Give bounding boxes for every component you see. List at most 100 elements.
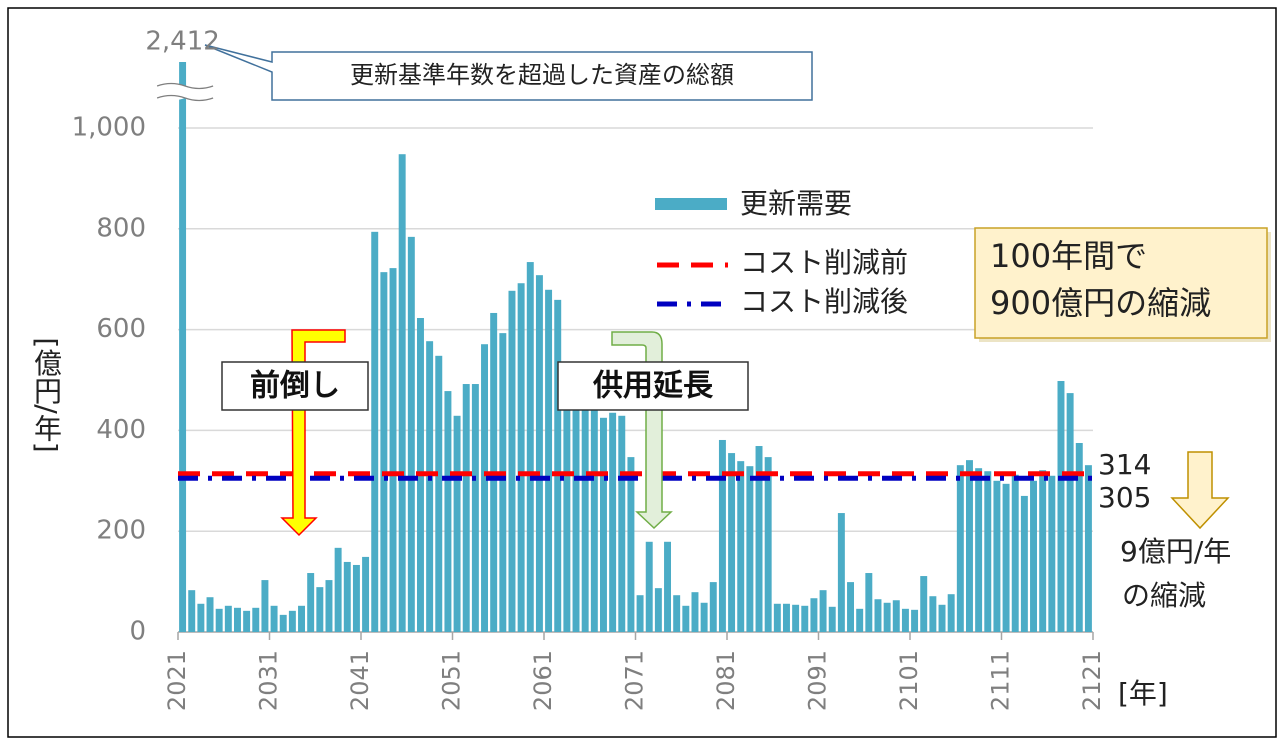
bar: [993, 480, 1001, 632]
bar: [1030, 480, 1038, 632]
bar: [1011, 474, 1019, 632]
bar: [554, 299, 562, 632]
x-tick-label: 2041: [346, 650, 374, 711]
bar: [737, 461, 745, 632]
bar: [947, 594, 955, 632]
bar: [718, 439, 726, 632]
bar: [673, 595, 681, 632]
bar: [371, 231, 379, 632]
bar: [298, 605, 306, 632]
bar: [1084, 465, 1092, 632]
bar: [334, 547, 342, 632]
x-tick-label: 2061: [529, 650, 557, 711]
bar: [380, 272, 388, 632]
legend-swatch: [655, 198, 727, 210]
data-label: 2,412: [145, 27, 219, 57]
bar: [407, 236, 415, 632]
callout-box: [204, 44, 813, 101]
bar: [279, 614, 287, 632]
per-year-text: 9億円/年: [1120, 535, 1231, 568]
axis-break: [157, 83, 221, 101]
bar: [883, 602, 891, 632]
bar: [508, 290, 516, 632]
per-year-text: の縮減: [1122, 579, 1206, 612]
y-tick-label: 0: [129, 617, 146, 647]
bar: [1066, 393, 1074, 632]
bar: [233, 607, 241, 632]
bar: [810, 598, 818, 632]
bar: [609, 412, 617, 632]
x-axis-label: [年]: [1118, 677, 1168, 710]
bar: [526, 262, 534, 632]
bar: [224, 605, 232, 632]
bar: [471, 384, 479, 632]
bar: [782, 603, 790, 632]
y-tick-label: 1,000: [72, 113, 146, 143]
bar: [343, 561, 351, 632]
bar: [1057, 381, 1065, 632]
bar: [746, 466, 754, 632]
bar: [801, 605, 809, 632]
y-tick-label: 400: [96, 415, 146, 445]
y-tick-label: 800: [96, 213, 146, 243]
x-tick-label: 2031: [255, 650, 283, 711]
bar: [307, 573, 315, 632]
bar: [700, 602, 708, 632]
y-axis-label: [億円/年]: [30, 337, 63, 452]
bar: [920, 576, 928, 632]
bar: [288, 610, 296, 632]
bar: [590, 407, 598, 632]
bar: [728, 453, 736, 632]
bar: [1002, 483, 1010, 632]
bar: [517, 283, 525, 632]
bar: [270, 605, 278, 632]
bar: [654, 588, 662, 632]
x-tick-label: 2091: [804, 650, 832, 711]
bar: [901, 608, 909, 632]
bar: [819, 590, 827, 632]
bar: [426, 341, 434, 632]
bar: [837, 513, 845, 632]
bar: [627, 457, 635, 632]
bar: [773, 603, 781, 632]
bar: [444, 391, 452, 632]
advance-box: [221, 361, 369, 411]
bar: [316, 587, 324, 632]
reduction-arrow: [1170, 451, 1230, 530]
bar: [453, 415, 461, 632]
legend-label: コスト削減後: [740, 285, 908, 318]
line-value-label: 314: [1098, 448, 1151, 481]
bar: [398, 154, 406, 632]
x-tick-label: 2111: [987, 650, 1015, 711]
bar: [252, 607, 260, 632]
bar: [545, 289, 553, 632]
bar: [362, 556, 370, 632]
summary-box: [974, 227, 1268, 339]
x-tick-label: 2101: [895, 650, 923, 711]
bar: [572, 410, 580, 632]
bar: [682, 605, 690, 632]
bar: [636, 595, 644, 632]
x-tick-label: 2051: [438, 650, 466, 711]
bar: [535, 275, 543, 632]
bar: [664, 541, 672, 632]
callout-text: 更新基準年数を超過した資産の総額: [350, 61, 734, 89]
y-tick-label: 200: [96, 516, 146, 546]
bar: [1048, 475, 1056, 632]
bar: [691, 592, 699, 632]
x-tick-label: 2121: [1078, 650, 1106, 711]
bar: [499, 333, 507, 632]
bar: [618, 415, 626, 632]
bar: [389, 268, 397, 632]
bar: [481, 344, 489, 632]
bar: [965, 460, 973, 632]
bar: [352, 564, 360, 632]
bar: [892, 600, 900, 632]
bar: [599, 417, 607, 632]
lines: [178, 471, 1093, 481]
bar: [764, 457, 772, 632]
bar: [911, 609, 919, 632]
extend-text: 供用延長: [592, 369, 714, 404]
bar: [847, 582, 855, 632]
